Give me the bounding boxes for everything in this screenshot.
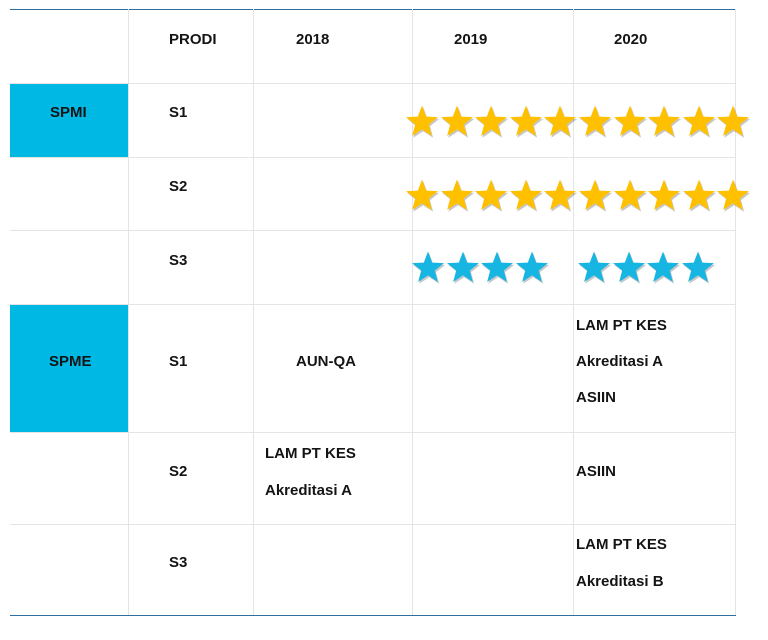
spme-s1-2020-asiin: ASIIN — [576, 389, 617, 406]
column-divider — [412, 9, 413, 615]
spmi-cell-fill — [10, 84, 128, 157]
header-2018: 2018 — [296, 31, 330, 48]
column-divider — [735, 9, 736, 615]
star-icon — [439, 104, 475, 140]
star-icon — [508, 178, 544, 214]
spme-s1-2020-akreditasi: Akreditasi A — [576, 353, 663, 370]
table-bottom-border — [10, 615, 736, 616]
header-prodi: PRODI — [169, 31, 217, 48]
star-icon — [542, 104, 578, 140]
column-divider — [253, 9, 254, 615]
row-divider — [10, 157, 736, 158]
star-icon — [577, 178, 613, 214]
star-icon — [410, 250, 446, 286]
star-icon — [681, 104, 717, 140]
spme-s3-2020-akreditasi: Akreditasi B — [576, 573, 664, 590]
star-icon — [542, 178, 578, 214]
star-icon — [612, 104, 648, 140]
spmi-prodi-s1: S1 — [169, 104, 188, 121]
spme-cell-fill — [10, 305, 128, 432]
row-divider — [10, 83, 736, 84]
header-2019: 2019 — [454, 31, 488, 48]
star-icon — [646, 104, 682, 140]
star-icon — [576, 250, 612, 286]
star-icon — [404, 178, 440, 214]
row-divider — [10, 524, 736, 525]
spmi-prodi-s2: S2 — [169, 178, 188, 195]
row-divider — [10, 432, 736, 433]
spmi-prodi-s3: S3 — [169, 252, 188, 269]
star-icon — [439, 178, 475, 214]
spme-prodi-s1: S1 — [169, 353, 188, 370]
spme-s2-2020-asiin: ASIIN — [576, 463, 617, 480]
star-icon — [479, 250, 515, 286]
star-icon — [611, 250, 647, 286]
spmi-label: SPMI — [50, 104, 87, 121]
column-divider — [573, 9, 574, 615]
table-top-border — [10, 9, 736, 10]
star-icon — [646, 178, 682, 214]
star-icon — [645, 250, 681, 286]
spme-prodi-s3: S3 — [169, 554, 188, 571]
star-icon — [473, 178, 509, 214]
star-icon — [577, 104, 613, 140]
star-icon — [612, 178, 648, 214]
spme-s2-2018-lam-pt-kes: LAM PT KES — [265, 445, 356, 462]
spme-label: SPME — [49, 353, 92, 370]
star-icon — [514, 250, 550, 286]
star-icon — [508, 104, 544, 140]
spme-prodi-s2: S2 — [169, 463, 188, 480]
star-icon — [715, 104, 751, 140]
star-icon — [445, 250, 481, 286]
spme-s1-2018-aun-qa: AUN-QA — [296, 353, 356, 370]
header-2020: 2020 — [614, 31, 648, 48]
row-divider — [10, 304, 736, 305]
star-icon — [473, 104, 509, 140]
row-divider — [10, 230, 736, 231]
star-icon — [680, 250, 716, 286]
spme-s2-2018-akreditasi: Akreditasi A — [265, 482, 352, 499]
spme-s3-2020-lam-pt-kes: LAM PT KES — [576, 536, 667, 553]
column-divider — [128, 9, 129, 615]
star-icon — [715, 178, 751, 214]
star-icon — [404, 104, 440, 140]
star-icon — [681, 178, 717, 214]
spme-s1-2020-lam-pt-kes: LAM PT KES — [576, 317, 667, 334]
